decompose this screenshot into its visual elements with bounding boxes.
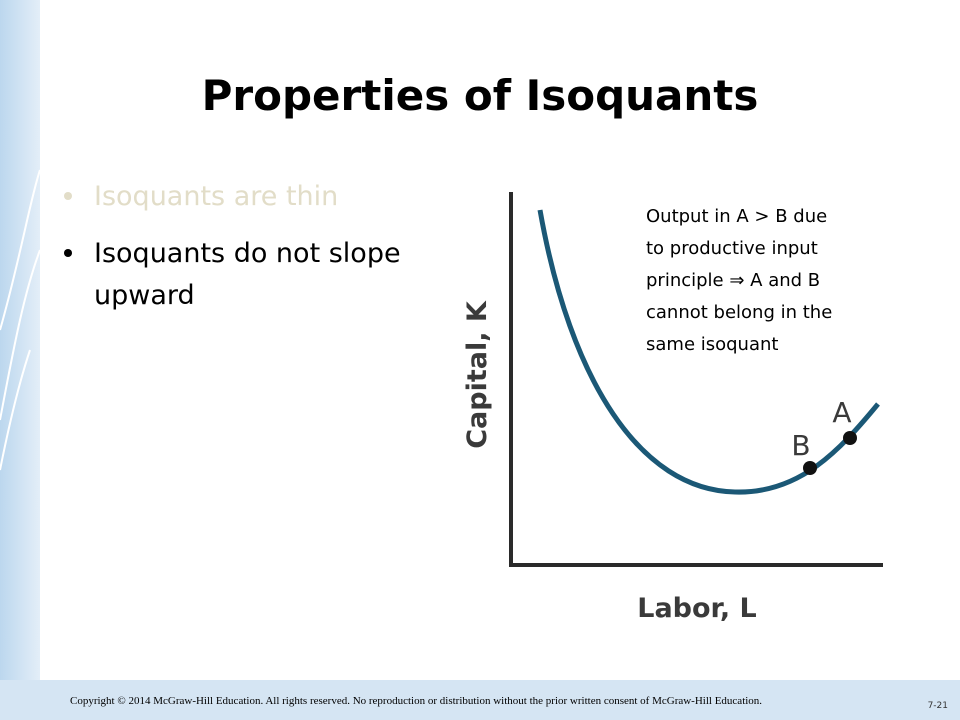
annotation: principle ⇒ A and B (646, 270, 820, 291)
annotation: same isoquant (646, 334, 778, 355)
copyright: Copyright © 2014 McGraw-Hill Education. … (70, 695, 762, 707)
point-label: A (832, 396, 851, 429)
point-label: B (791, 429, 810, 462)
bullet-dot (64, 249, 72, 257)
annotation: to productive input (646, 238, 818, 259)
footer-band (0, 680, 960, 720)
bullet-dot (64, 192, 72, 200)
annotation: Output in A > B due (646, 206, 827, 227)
bullet-text: Isoquants do not slope (94, 238, 401, 269)
bullet-text: Isoquants are thin (94, 181, 338, 212)
decoration (0, 169, 41, 471)
slide-number: 7-21 (928, 701, 948, 711)
bullet-text: upward (94, 280, 195, 311)
side-band (0, 0, 40, 720)
isoquant-curve (537, 209, 880, 495)
annotation: cannot belong in the (646, 302, 832, 323)
point-b (803, 461, 817, 475)
slide-title: Properties of Isoquants (202, 71, 759, 120)
y-axis-label: Capital, K (462, 300, 493, 449)
x-axis-label: Labor, L (637, 593, 757, 624)
point-a (843, 431, 857, 445)
